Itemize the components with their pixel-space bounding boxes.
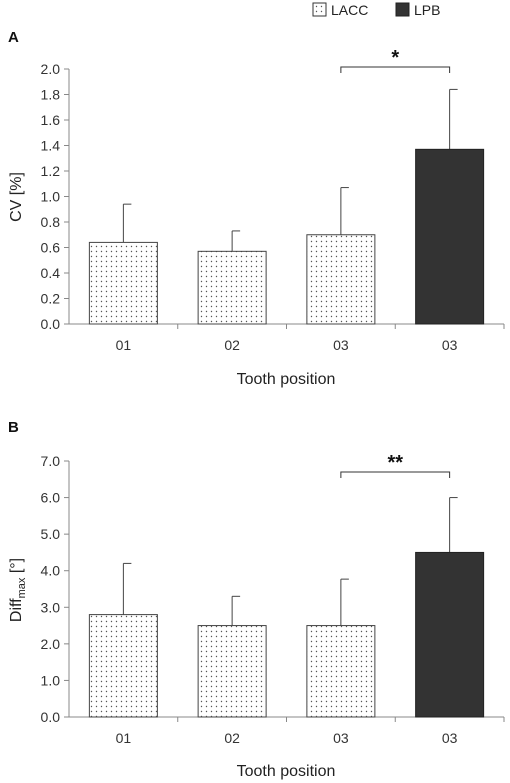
x-tick-label: 03: [442, 337, 458, 353]
bar-lacc: [197, 625, 267, 718]
y-axis-label-a: CV [%]: [8, 172, 25, 222]
bar-lpb: [415, 551, 485, 718]
bar-lacc: [306, 234, 376, 325]
y-tick-label: 4.0: [41, 563, 61, 579]
y-tick-label: 0.0: [41, 709, 61, 725]
y-tick-label: 0.6: [41, 240, 61, 256]
significance-label: *: [391, 47, 399, 69]
panel-label-b: B: [8, 419, 19, 436]
x-tick-label: 02: [224, 337, 240, 353]
y-tick-label: 7.0: [41, 453, 61, 469]
legend-swatch-lpb: [395, 2, 410, 17]
panel-b: B Diffmax [°] Tooth position 0.0 1.0 2.0 3.…: [8, 419, 505, 780]
y-tick-label: 1.0: [41, 189, 61, 205]
bar-lacc: [306, 625, 376, 718]
legend-swatch-lacc: [312, 2, 327, 17]
x-tick-label: 01: [116, 730, 132, 746]
x-tick-label: 03: [442, 730, 458, 746]
significance-bracket: [340, 66, 451, 73]
y-tick-label: 5.0: [41, 526, 61, 542]
significance-label: **: [387, 452, 403, 474]
x-tick-label: 03: [333, 337, 349, 353]
y-tick-label: 1.6: [41, 112, 61, 128]
x-tick-label: 02: [224, 730, 240, 746]
bar-lacc: [88, 241, 158, 325]
y-tick-label: 1.4: [41, 138, 61, 154]
panel-a: A CV [%] Tooth position 0.0 0.2 0.4 0.6 0.8 1…: [8, 29, 505, 388]
y-axis-label-b-sub: max: [16, 577, 28, 598]
bar-lacc: [197, 250, 267, 325]
y-tick-label: 0.0: [41, 316, 61, 332]
y-tick-label: 0.8: [41, 214, 61, 230]
legend: LACC LPB: [312, 2, 440, 18]
x-tick-label: 03: [333, 730, 349, 746]
y-axis-label-b: Diffmax [°]: [8, 558, 28, 622]
significance-bracket: [340, 471, 451, 478]
x-axis-label-b: Tooth position: [237, 763, 336, 780]
x-axis-label-a: Tooth position: [237, 371, 336, 388]
y-axis-label-b-unit: [°]: [8, 558, 25, 578]
panel-label-a: A: [8, 29, 19, 46]
y-axis-label-b-main: Diff: [8, 598, 25, 622]
x-tick-label: 01: [116, 337, 132, 353]
y-tick-label: 1.0: [41, 672, 61, 688]
y-tick-label: 0.2: [41, 291, 61, 307]
y-tick-label: 1.2: [41, 163, 61, 179]
y-tick-label: 2.0: [41, 636, 61, 652]
y-tick-label: 0.4: [41, 265, 61, 281]
legend-label-lpb: LPB: [414, 2, 440, 18]
y-tick-label: 6.0: [41, 490, 61, 506]
y-tick-label: 2.0: [41, 61, 61, 77]
bar-lpb: [415, 148, 485, 325]
legend-label-lacc: LACC: [331, 2, 368, 18]
y-tick-label: 1.8: [41, 87, 61, 103]
y-tick-label: 3.0: [41, 599, 61, 615]
bar-lacc: [88, 614, 158, 718]
